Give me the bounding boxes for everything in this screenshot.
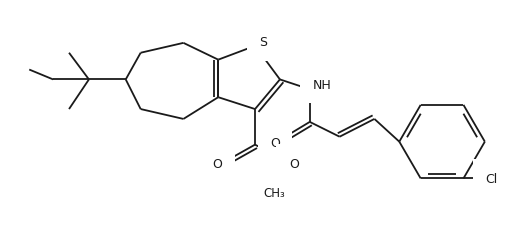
- Text: Cl: Cl: [485, 172, 498, 185]
- Text: O: O: [289, 157, 299, 170]
- Text: S: S: [259, 36, 267, 49]
- Text: O: O: [213, 157, 222, 170]
- Text: CH₃: CH₃: [263, 186, 285, 199]
- Text: O: O: [270, 136, 280, 149]
- Text: NH: NH: [312, 79, 331, 91]
